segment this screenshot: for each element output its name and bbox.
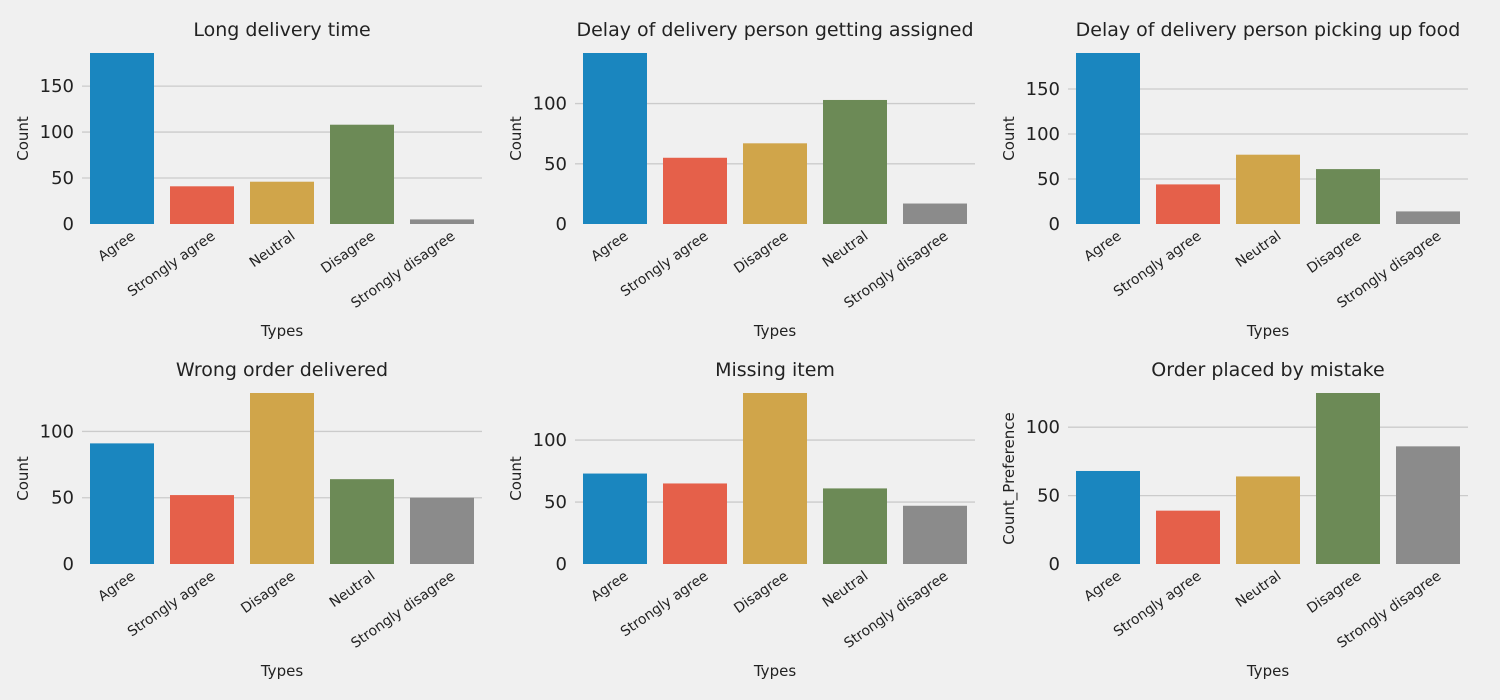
chart-title: Wrong order delivered: [176, 359, 388, 381]
x-tick-label: Disagree: [1304, 568, 1364, 617]
chart-title: Missing item: [715, 359, 835, 381]
bar: [250, 393, 314, 564]
x-tick-label: Disagree: [238, 568, 298, 617]
bar: [330, 124, 394, 224]
y-tick-label: 150: [1026, 79, 1060, 100]
y-axis-label: Count: [1000, 116, 1018, 161]
y-axis-label: Count: [14, 456, 32, 501]
y-tick-label: 50: [544, 154, 567, 175]
y-tick-label: 100: [533, 430, 567, 451]
chart-title: Delay of delivery person picking up food: [1076, 19, 1461, 41]
y-tick-label: 0: [1049, 554, 1060, 575]
x-tick-label: Agree: [95, 228, 138, 265]
bar: [410, 497, 474, 564]
y-axis-label: Count: [14, 116, 32, 161]
x-tick-label: Agree: [588, 228, 631, 265]
bar: [1316, 169, 1380, 224]
x-tick-label: Neutral: [327, 568, 379, 611]
x-tick-label: Strongly agree: [125, 568, 218, 640]
bar: [1236, 154, 1300, 224]
y-axis-label: Count: [507, 456, 525, 501]
bar: [250, 181, 314, 224]
bar: [90, 443, 154, 564]
bar: [1076, 53, 1140, 224]
y-tick-label: 50: [51, 488, 74, 509]
bar: [90, 53, 154, 224]
bar: [823, 99, 887, 224]
y-tick-label: 50: [544, 492, 567, 513]
y-axis-label: Count: [507, 116, 525, 161]
y-tick-label: 100: [40, 421, 74, 442]
x-axis-label: Types: [1246, 662, 1289, 680]
y-axis-label: Count_Preference: [1000, 412, 1019, 544]
y-tick-label: 0: [63, 214, 74, 235]
bar: [583, 53, 647, 224]
y-tick-label: 150: [40, 76, 74, 97]
bar: [330, 479, 394, 564]
x-axis-label: Types: [260, 322, 303, 340]
x-tick-label: Disagree: [731, 568, 791, 617]
bar: [663, 157, 727, 224]
x-tick-label: Neutral: [1233, 228, 1285, 271]
x-axis-label: Types: [753, 322, 796, 340]
y-tick-label: 0: [556, 554, 567, 575]
bar: [583, 473, 647, 564]
bar: [903, 505, 967, 564]
x-tick-label: Neutral: [820, 228, 872, 271]
x-tick-label: Disagree: [318, 228, 378, 277]
chart-title: Order placed by mistake: [1151, 359, 1384, 381]
x-tick-label: Strongly agree: [1111, 568, 1204, 640]
x-tick-label: Strongly agree: [618, 568, 711, 640]
bar: [823, 488, 887, 564]
bar: [1156, 184, 1220, 224]
x-tick-label: Strongly agree: [618, 228, 711, 300]
y-tick-label: 50: [1037, 169, 1060, 190]
x-axis-label: Types: [1246, 322, 1289, 340]
x-tick-label: Agree: [1081, 568, 1124, 605]
x-tick-label: Agree: [1081, 228, 1124, 265]
chart-title: Long delivery time: [193, 19, 370, 41]
bar: [410, 219, 474, 224]
chart-title: Delay of delivery person getting assigne…: [576, 19, 973, 41]
y-tick-label: 100: [533, 94, 567, 115]
y-tick-label: 0: [63, 554, 74, 575]
x-tick-label: Disagree: [1304, 228, 1364, 277]
bar: [1396, 211, 1460, 224]
bar: [1316, 393, 1380, 564]
bar: [743, 143, 807, 224]
bar: [1236, 476, 1300, 564]
y-tick-label: 50: [1037, 486, 1060, 507]
x-tick-label: Neutral: [247, 228, 299, 271]
bar: [663, 483, 727, 564]
x-tick-label: Neutral: [820, 568, 872, 611]
bar: [743, 393, 807, 564]
x-axis-label: Types: [753, 662, 796, 680]
y-tick-label: 50: [51, 168, 74, 189]
bar: [1156, 510, 1220, 564]
y-tick-label: 100: [1026, 417, 1060, 438]
bar: [1396, 446, 1460, 564]
x-tick-label: Agree: [588, 568, 631, 605]
x-tick-label: Neutral: [1233, 568, 1285, 611]
x-tick-label: Strongly agree: [1111, 228, 1204, 300]
y-tick-label: 100: [1026, 124, 1060, 145]
y-tick-label: 0: [1049, 214, 1060, 235]
x-axis-label: Types: [260, 662, 303, 680]
bar: [1076, 470, 1140, 564]
bar: [903, 203, 967, 224]
x-tick-label: Strongly agree: [125, 228, 218, 300]
bar: [170, 495, 234, 564]
bar: [170, 186, 234, 224]
y-tick-label: 0: [556, 214, 567, 235]
x-tick-label: Disagree: [731, 228, 791, 277]
y-tick-label: 100: [40, 122, 74, 143]
x-tick-label: Agree: [95, 568, 138, 605]
